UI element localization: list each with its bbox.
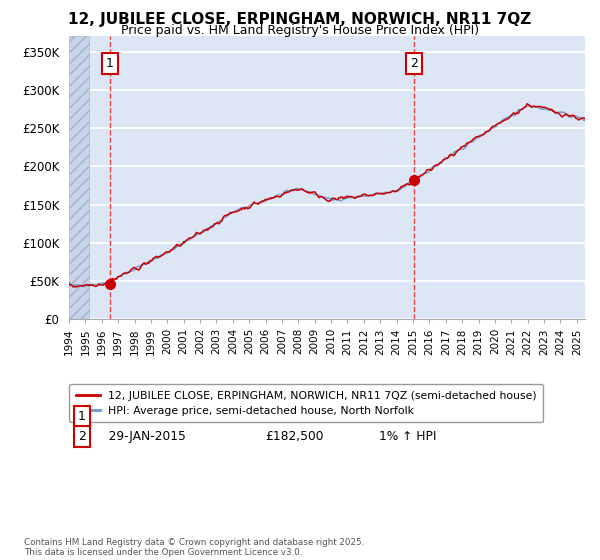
Text: £182,500: £182,500 (265, 430, 323, 443)
Text: 1: 1 (78, 410, 86, 423)
Text: 29-JAN-2015: 29-JAN-2015 (97, 430, 186, 443)
Text: 1: 1 (106, 57, 114, 70)
Text: 27-JUN-1996: 27-JUN-1996 (97, 410, 187, 423)
Text: Price paid vs. HM Land Registry's House Price Index (HPI): Price paid vs. HM Land Registry's House … (121, 24, 479, 37)
Legend: 12, JUBILEE CLOSE, ERPINGHAM, NORWICH, NR11 7QZ (semi-detached house), HPI: Aver: 12, JUBILEE CLOSE, ERPINGHAM, NORWICH, N… (69, 384, 544, 422)
Text: 2: 2 (78, 430, 86, 443)
Text: Contains HM Land Registry data © Crown copyright and database right 2025.
This d: Contains HM Land Registry data © Crown c… (24, 538, 364, 557)
Text: 2: 2 (410, 57, 418, 70)
Text: 1% ↑ HPI: 1% ↑ HPI (379, 430, 436, 443)
Text: 2% ↑ HPI: 2% ↑ HPI (379, 410, 436, 423)
Text: 12, JUBILEE CLOSE, ERPINGHAM, NORWICH, NR11 7QZ: 12, JUBILEE CLOSE, ERPINGHAM, NORWICH, N… (68, 12, 532, 27)
Bar (69, 36, 89, 319)
Text: £46,000: £46,000 (265, 410, 316, 423)
